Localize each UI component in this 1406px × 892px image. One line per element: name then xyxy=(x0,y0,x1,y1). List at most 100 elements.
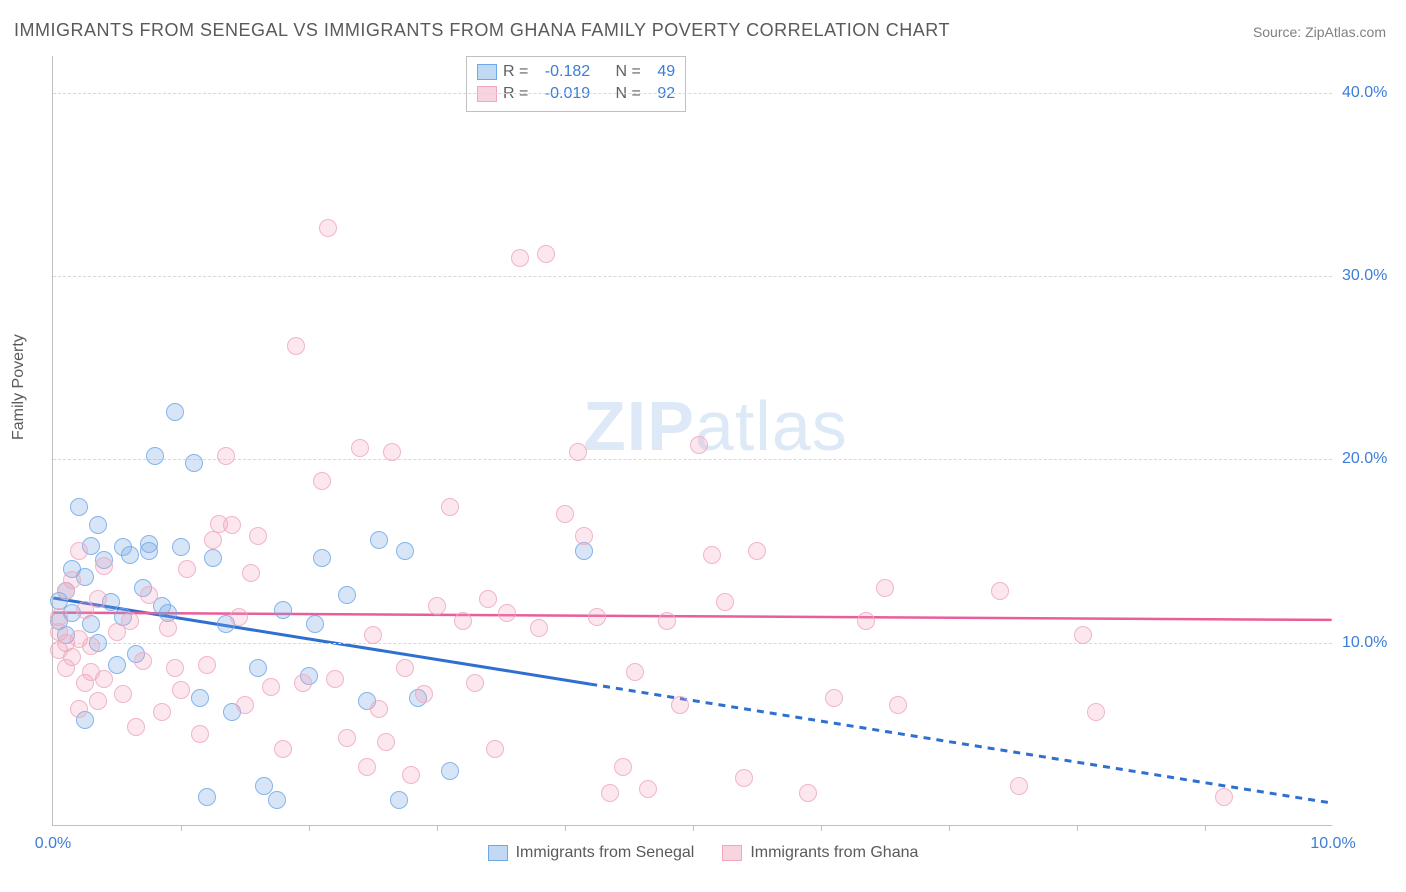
data-point-ghana xyxy=(63,648,81,666)
data-point-ghana xyxy=(274,740,292,758)
gridline-h xyxy=(53,93,1332,94)
y-tick-label: 10.0% xyxy=(1342,634,1402,652)
data-point-ghana xyxy=(95,557,113,575)
source-attribution: Source: ZipAtlas.com xyxy=(1253,24,1386,40)
data-point-ghana xyxy=(70,542,88,560)
data-point-ghana xyxy=(358,758,376,776)
data-point-senegal xyxy=(166,403,184,421)
data-point-ghana xyxy=(703,546,721,564)
data-point-ghana xyxy=(690,436,708,454)
data-point-ghana xyxy=(249,527,267,545)
data-point-ghana xyxy=(217,447,235,465)
data-point-ghana xyxy=(153,703,171,721)
data-point-ghana xyxy=(614,758,632,776)
data-point-senegal xyxy=(441,762,459,780)
data-point-ghana xyxy=(626,663,644,681)
data-point-ghana xyxy=(319,219,337,237)
watermark-atlas: atlas xyxy=(695,387,848,465)
data-point-senegal xyxy=(204,549,222,567)
data-point-ghana xyxy=(326,670,344,688)
x-tick-mark xyxy=(693,825,694,831)
watermark: ZIPatlas xyxy=(583,386,848,466)
data-point-ghana xyxy=(537,245,555,263)
x-tick-mark xyxy=(181,825,182,831)
data-point-ghana xyxy=(50,608,68,626)
data-point-senegal xyxy=(306,615,324,633)
legend-item-senegal: Immigrants from Senegal xyxy=(488,844,695,862)
data-point-senegal xyxy=(108,656,126,674)
data-point-senegal xyxy=(396,542,414,560)
data-point-ghana xyxy=(166,659,184,677)
legend-item-ghana: Immigrants from Ghana xyxy=(722,844,918,862)
data-point-senegal xyxy=(191,689,209,707)
data-point-ghana xyxy=(530,619,548,637)
data-point-ghana xyxy=(498,604,516,622)
x-tick-mark xyxy=(1077,825,1078,831)
data-point-ghana xyxy=(415,685,433,703)
data-point-ghana xyxy=(223,516,241,534)
data-point-ghana xyxy=(1215,788,1233,806)
data-point-ghana xyxy=(204,531,222,549)
data-point-ghana xyxy=(178,560,196,578)
swatch-senegal xyxy=(488,845,508,861)
data-point-ghana xyxy=(236,696,254,714)
data-point-ghana xyxy=(658,612,676,630)
data-point-ghana xyxy=(991,582,1009,600)
data-point-ghana xyxy=(799,784,817,802)
data-point-senegal xyxy=(313,549,331,567)
data-point-senegal xyxy=(140,542,158,560)
data-point-senegal xyxy=(185,454,203,472)
data-point-ghana xyxy=(601,784,619,802)
data-point-ghana xyxy=(351,439,369,457)
data-point-ghana xyxy=(313,472,331,490)
data-point-ghana xyxy=(486,740,504,758)
data-point-ghana xyxy=(671,696,689,714)
data-point-senegal xyxy=(198,788,216,806)
x-tick-mark xyxy=(1205,825,1206,831)
r-label: R = xyxy=(503,61,528,83)
data-point-senegal xyxy=(274,601,292,619)
data-point-senegal xyxy=(172,538,190,556)
n-value-ghana: 92 xyxy=(657,83,675,105)
data-point-ghana xyxy=(172,681,190,699)
data-point-ghana xyxy=(1010,777,1028,795)
x-tick-mark xyxy=(309,825,310,831)
data-point-ghana xyxy=(89,692,107,710)
n-label: N = xyxy=(616,83,641,105)
data-point-senegal xyxy=(70,498,88,516)
data-point-ghana xyxy=(735,769,753,787)
data-point-senegal xyxy=(390,791,408,809)
data-point-ghana xyxy=(556,505,574,523)
y-tick-label: 40.0% xyxy=(1342,84,1402,102)
data-point-ghana xyxy=(889,696,907,714)
chart-title: IMMIGRANTS FROM SENEGAL VS IMMIGRANTS FR… xyxy=(14,20,950,41)
data-point-ghana xyxy=(89,590,107,608)
data-point-senegal xyxy=(249,659,267,677)
swatch-senegal xyxy=(477,64,497,80)
data-point-ghana xyxy=(402,766,420,784)
data-point-senegal xyxy=(121,546,139,564)
data-point-ghana xyxy=(575,527,593,545)
y-tick-label: 30.0% xyxy=(1342,267,1402,285)
n-value-senegal: 49 xyxy=(657,61,675,83)
x-tick-mark xyxy=(565,825,566,831)
bottom-legend: Immigrants from Senegal Immigrants from … xyxy=(0,844,1406,862)
r-value-ghana: -0.019 xyxy=(545,83,590,105)
data-point-ghana xyxy=(825,689,843,707)
data-point-ghana xyxy=(639,780,657,798)
gridline-h xyxy=(53,643,1332,644)
data-point-ghana xyxy=(511,249,529,267)
data-point-ghana xyxy=(377,733,395,751)
data-point-ghana xyxy=(857,612,875,630)
data-point-senegal xyxy=(146,447,164,465)
data-point-ghana xyxy=(198,656,216,674)
legend-label-ghana: Immigrants from Ghana xyxy=(750,844,918,862)
x-tick-mark xyxy=(949,825,950,831)
data-point-senegal xyxy=(255,777,273,795)
data-point-ghana xyxy=(63,571,81,589)
data-point-ghana xyxy=(338,729,356,747)
data-point-ghana xyxy=(588,608,606,626)
trend-line-senegal-dashed xyxy=(590,684,1331,803)
swatch-ghana xyxy=(477,86,497,102)
watermark-zip: ZIP xyxy=(583,387,695,465)
